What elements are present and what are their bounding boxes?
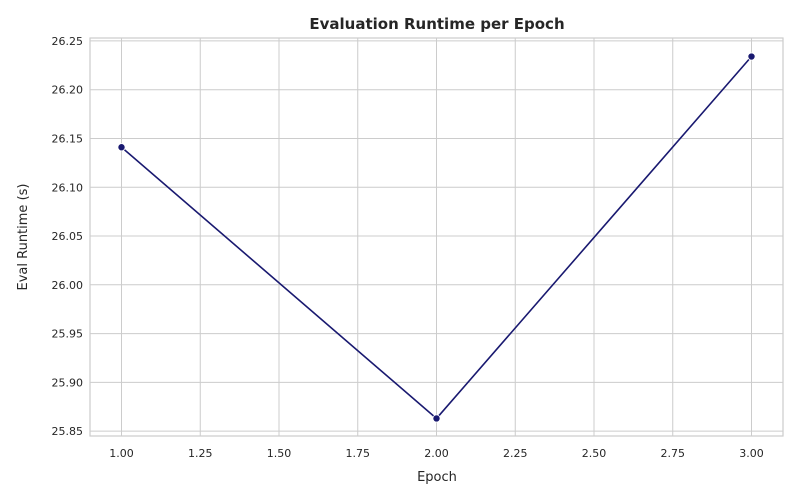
y-tick-label: 25.95	[52, 328, 84, 341]
x-tick-labels: 1.00 1.25 1.50 1.75 2.00 2.25 2.50 2.75 3.00	[109, 447, 764, 460]
y-gridlines	[90, 40, 783, 432]
y-tick-label: 26.10	[52, 181, 84, 194]
x-tick-label: 2.00	[424, 447, 449, 460]
data-point	[747, 52, 756, 61]
x-tick-label: 1.75	[346, 447, 371, 460]
x-tick-label: 2.50	[582, 447, 607, 460]
chart-title: Evaluation Runtime per Epoch	[309, 15, 564, 33]
x-tick-label: 1.00	[109, 447, 134, 460]
y-tick-labels: 25.85 25.90 25.95 26.00 26.05 26.10 26.15 26.20…	[52, 35, 84, 438]
y-tick-label: 26.00	[52, 279, 84, 292]
y-tick-label: 26.25	[52, 35, 84, 48]
x-tick-label: 2.75	[661, 447, 686, 460]
y-tick-label: 26.20	[52, 84, 84, 97]
y-tick-label: 25.85	[52, 425, 84, 438]
data-point	[432, 414, 441, 423]
x-axis-label: Epoch	[417, 470, 457, 485]
x-gridlines	[121, 38, 752, 436]
series-layer	[117, 52, 756, 423]
y-tick-label: 25.90	[52, 376, 84, 389]
data-point	[117, 143, 126, 152]
x-tick-label: 2.25	[503, 447, 528, 460]
y-axis-label: Eval Runtime (s)	[16, 184, 31, 291]
x-tick-label: 1.50	[267, 447, 292, 460]
x-tick-label: 1.25	[188, 447, 213, 460]
y-tick-label: 26.15	[52, 132, 84, 145]
y-tick-label: 26.05	[52, 230, 84, 243]
x-tick-label: 3.00	[739, 447, 764, 460]
